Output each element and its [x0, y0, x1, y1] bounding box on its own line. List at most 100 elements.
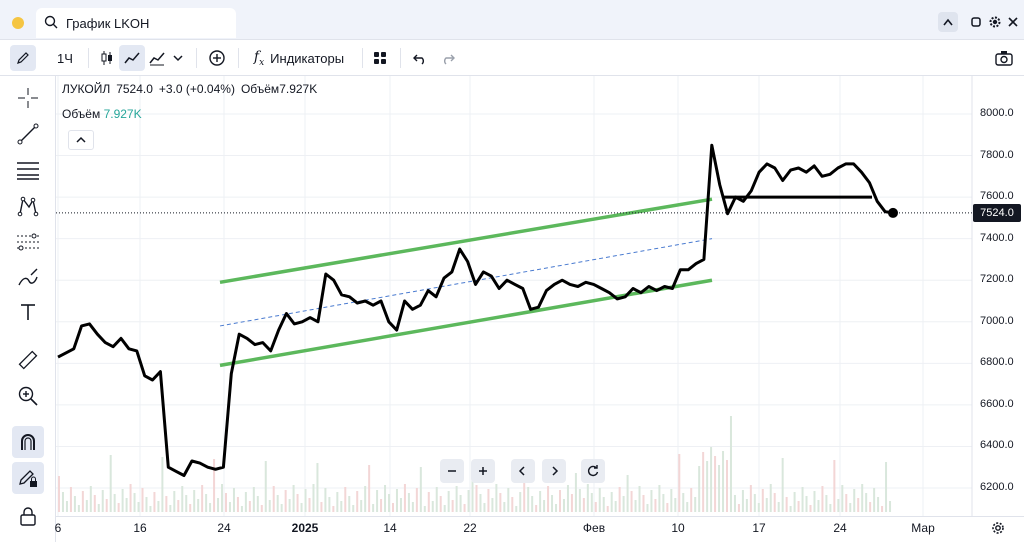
area-chart-icon[interactable] — [145, 45, 169, 71]
volume-bar — [97, 504, 100, 512]
volume-bar — [58, 476, 60, 512]
volume-bar — [638, 486, 641, 512]
projection-icon[interactable] — [12, 226, 44, 258]
collapse-legend-button[interactable] — [68, 130, 94, 150]
volume-bar — [117, 503, 120, 512]
magnet-icon[interactable] — [12, 426, 44, 458]
volume-bar — [236, 497, 239, 512]
volume-bar — [415, 488, 418, 512]
volume-bar — [125, 498, 128, 512]
volume-bar — [551, 495, 554, 512]
toolbar-divider — [196, 48, 197, 68]
y-tick-label: 7400.0 — [980, 231, 1014, 244]
text-icon[interactable] — [12, 296, 44, 328]
volume-bar — [244, 492, 247, 512]
close-icon[interactable] — [1003, 12, 1023, 32]
volume-bar — [622, 496, 625, 512]
volume-bar — [451, 500, 454, 512]
y-tick-label: 7200.0 — [980, 273, 1014, 286]
volume-bar — [360, 500, 363, 512]
volume-bar — [523, 471, 526, 512]
volume-bar — [217, 498, 220, 512]
scroll-left-icon[interactable] — [511, 459, 535, 483]
camera-icon[interactable] — [992, 45, 1016, 71]
pattern-icon[interactable] — [12, 190, 44, 222]
volume-bar — [197, 499, 200, 512]
toolbar-divider — [238, 48, 239, 68]
scroll-right-icon[interactable] — [542, 459, 566, 483]
time-scale-border — [56, 516, 1024, 517]
interval-button[interactable]: 1Ч — [57, 50, 73, 66]
volume-bar — [463, 504, 466, 512]
volume-bar — [149, 506, 152, 512]
zoom-in-icon[interactable] — [12, 380, 44, 412]
volume-bar — [749, 485, 752, 512]
chevron-down-icon[interactable] — [169, 45, 187, 71]
volume-bar — [694, 497, 697, 512]
ruler-icon[interactable] — [12, 344, 44, 376]
last-price-point — [888, 207, 898, 218]
volume-bar — [256, 496, 259, 512]
volume-bar — [272, 486, 275, 512]
volume-bars — [58, 416, 892, 512]
candles-icon[interactable] — [95, 45, 119, 71]
trend-line-icon[interactable] — [12, 118, 44, 150]
cursor-cross-icon[interactable] — [12, 82, 44, 114]
window-square-icon[interactable] — [966, 12, 986, 32]
volume-bar — [805, 496, 808, 512]
volume-bar — [586, 484, 589, 512]
zoom-out-icon[interactable] — [440, 459, 464, 483]
volume-bar — [129, 484, 132, 512]
volume-bar — [809, 505, 812, 512]
volume-bar — [69, 487, 72, 512]
volume-bar — [678, 454, 681, 512]
volume-bar — [785, 497, 788, 512]
brush-icon[interactable] — [12, 262, 44, 294]
pencil-icon[interactable] — [10, 45, 36, 71]
volume-bar — [459, 495, 462, 512]
symbol-name[interactable]: ЛУКОЙЛ — [62, 82, 111, 96]
volume-bar — [662, 494, 665, 512]
search-icon[interactable] — [44, 15, 60, 31]
x-tick-label: 22 — [463, 521, 477, 535]
toolbar-divider — [88, 48, 89, 68]
volume-bar — [435, 487, 438, 512]
volume-bar — [737, 504, 740, 512]
volume-bar — [646, 504, 649, 512]
settings-gear-icon[interactable] — [985, 12, 1005, 32]
line-chart-icon[interactable] — [119, 45, 145, 71]
volume-bar — [85, 500, 88, 512]
volume-bar — [630, 491, 633, 512]
volume-bar — [570, 494, 573, 512]
reset-icon[interactable] — [581, 459, 605, 483]
minimize-panel-icon[interactable] — [938, 12, 958, 32]
scale-settings-gear-icon[interactable] — [988, 518, 1008, 538]
indicators-button[interactable]: fx Индикаторы — [246, 45, 352, 71]
price-change: +3.0 (+0.04%) — [158, 82, 235, 96]
undo-icon[interactable] — [408, 45, 432, 71]
volume-label-inline: Объём — [240, 82, 280, 96]
lock-icon[interactable] — [12, 500, 44, 532]
volume-bar — [769, 484, 772, 512]
layout-icon[interactable] — [368, 45, 392, 71]
volume-bar — [89, 486, 92, 512]
fib-lines-icon[interactable] — [12, 154, 44, 186]
volume-bar — [340, 501, 343, 512]
lock-draw-icon[interactable] — [12, 462, 44, 494]
volume-bar — [729, 416, 732, 512]
toolbar-divider — [400, 48, 401, 68]
volume-bar — [228, 502, 231, 512]
add-compare-icon[interactable] — [204, 45, 230, 71]
channel-mid-line — [219, 238, 713, 327]
redo-icon[interactable] — [436, 45, 460, 71]
volume-bar — [447, 491, 450, 512]
zoom-in-icon[interactable] — [471, 459, 495, 483]
volume-bar — [753, 494, 756, 512]
volume-bar — [328, 497, 331, 512]
volume-bar — [877, 497, 880, 512]
volume-bar — [873, 488, 876, 512]
volume-bar — [710, 447, 713, 512]
chart-tab[interactable]: График LKOH — [36, 8, 236, 38]
x-tick-label: 6 — [54, 521, 62, 535]
